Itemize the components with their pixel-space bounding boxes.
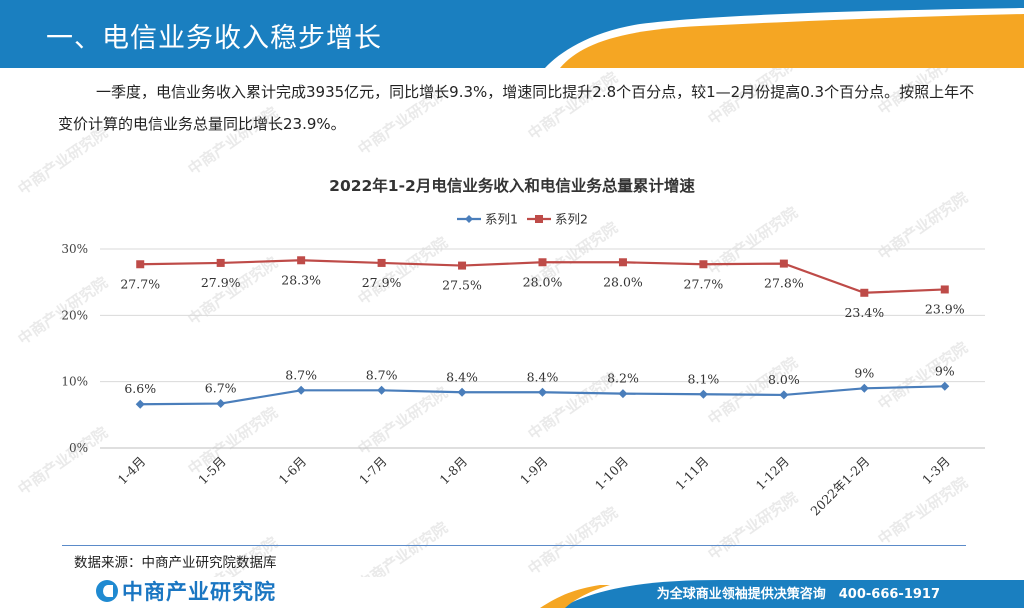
header-banner <box>0 0 1024 68</box>
data-point <box>940 381 950 391</box>
data-label: 8.2% <box>607 371 639 386</box>
data-point <box>297 256 306 265</box>
legend-label: 系列2 <box>555 212 588 227</box>
data-label: 23.9% <box>925 301 965 316</box>
x-tick-label: 2022年1-2月 <box>807 454 872 519</box>
y-tick-label: 20% <box>61 308 88 322</box>
data-point <box>538 387 547 397</box>
footer-band <box>0 577 1024 608</box>
data-label: 8.4% <box>527 369 559 384</box>
data-label: 27.5% <box>442 278 482 293</box>
header-blue-shape <box>0 0 1024 68</box>
data-label: 28.3% <box>281 272 321 287</box>
data-label: 28.0% <box>603 274 643 289</box>
chart-title: 2022年1-2月电信业务收入和电信业务总量累计增速 <box>329 177 695 195</box>
line-chart: 0% 10% 20% 30% 1-4月 1-5月 1-6月 1-7月 1-8月 1-9月 1-10月… <box>61 212 985 519</box>
data-point <box>538 258 547 267</box>
x-tick-label: 1-10月 <box>592 454 631 493</box>
data-point <box>860 288 869 297</box>
company-logo: 中商产业研究院 <box>96 578 276 604</box>
logo-icon <box>96 580 118 602</box>
x-tick-label: 1-11月 <box>672 454 711 493</box>
data-label: 8.1% <box>688 371 720 386</box>
header-orange-shape <box>560 14 1024 68</box>
data-label: 28.0% <box>523 274 563 289</box>
data-label: 27.8% <box>764 276 804 291</box>
y-tick-label: 10% <box>61 375 88 389</box>
x-tick-label: 1-7月 <box>356 454 390 488</box>
data-label: 8.7% <box>285 367 317 382</box>
data-label: 9% <box>854 365 874 380</box>
x-tick-label: 1-4月 <box>115 454 149 488</box>
legend-label: 系列1 <box>485 212 518 227</box>
footer-slogan: 为全球商业领袖提供决策咨询 400-666-1917 <box>656 587 940 602</box>
legend-marker <box>465 215 473 223</box>
data-point <box>940 285 949 294</box>
data-point <box>859 383 869 393</box>
data-label: 8.4% <box>446 369 478 384</box>
data-label: 8.0% <box>768 372 800 387</box>
data-point <box>377 385 387 395</box>
divider <box>62 545 966 546</box>
data-point <box>458 261 467 270</box>
page-title: 一、电信业务收入稳步增长 <box>46 23 382 54</box>
data-label: 27.9% <box>201 275 241 290</box>
data-point <box>136 260 145 269</box>
data-label: 9% <box>935 363 955 378</box>
y-tick-label: 0% <box>69 441 88 455</box>
legend-marker <box>535 215 543 223</box>
x-tick-label: 1-6月 <box>276 454 310 488</box>
data-point <box>216 258 225 267</box>
data-label: 27.7% <box>684 276 724 291</box>
data-label: 27.9% <box>362 275 402 290</box>
x-tick-label: 1-12月 <box>753 454 792 493</box>
data-point <box>296 385 306 395</box>
y-tick-label: 30% <box>61 242 88 256</box>
data-point <box>457 387 467 397</box>
data-label: 6.6% <box>124 381 156 396</box>
data-point <box>618 258 627 267</box>
data-point <box>779 259 788 268</box>
data-label: 8.7% <box>366 367 398 382</box>
x-tick-label: 1-8月 <box>436 454 470 488</box>
data-source: 数据来源：中商产业研究院数据库 <box>74 555 277 571</box>
x-tick-label: 1-5月 <box>195 454 229 488</box>
data-point <box>216 399 226 409</box>
data-label: 27.7% <box>120 276 160 291</box>
data-label: 6.7% <box>205 381 237 396</box>
data-point <box>698 389 708 399</box>
data-label: 23.4% <box>844 305 884 320</box>
data-point <box>618 389 628 399</box>
data-point <box>779 390 789 400</box>
data-point <box>699 260 708 269</box>
x-tick-label: 1-9月 <box>517 454 551 488</box>
x-tick-label: 1-3月 <box>919 454 953 488</box>
intro-paragraph: 一季度，电信业务收入累计完成3935亿元，同比增长9.3%，增速同比提升2.8个… <box>58 83 975 133</box>
data-point <box>135 399 145 409</box>
logo-text: 中商产业研究院 <box>122 580 276 604</box>
data-point <box>377 258 386 267</box>
